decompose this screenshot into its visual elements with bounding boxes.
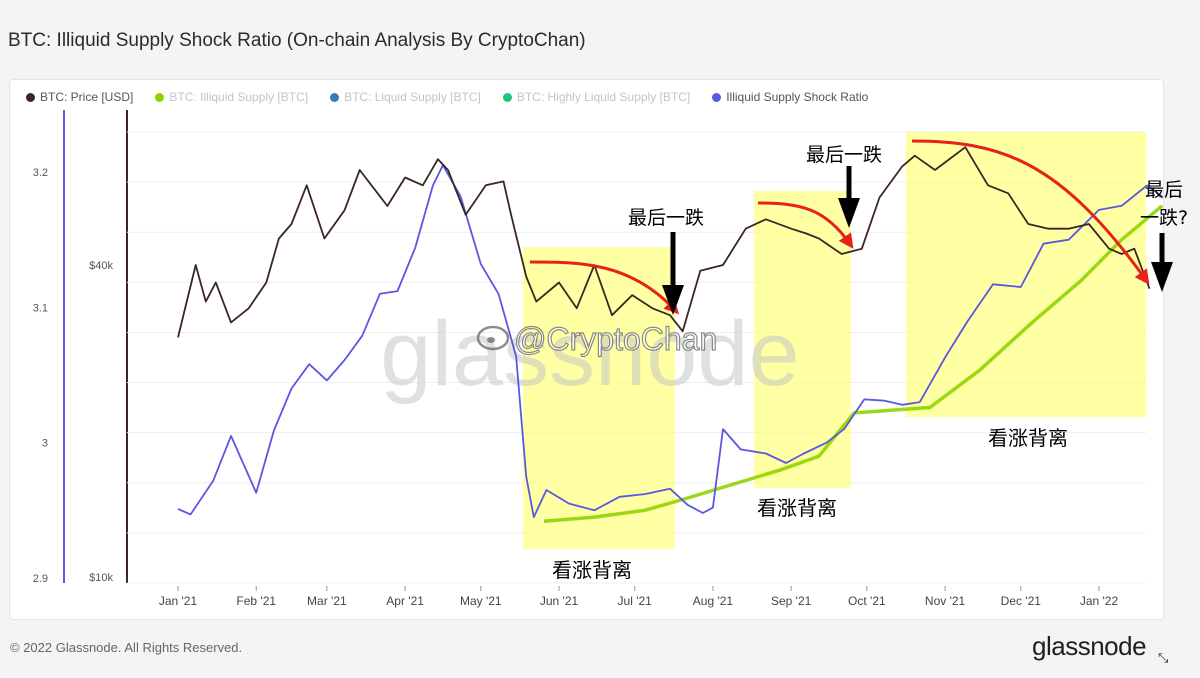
red-trend-3 <box>911 139 1150 285</box>
legend: BTC: Price [USD] BTC: Illiquid Supply [B… <box>26 90 868 104</box>
legend-dot-price <box>26 92 35 102</box>
legend-dot-shock-ratio <box>712 92 722 102</box>
annotation-last-drop-q-line2: 一跌? <box>1140 207 1188 229</box>
watermark: glassnode <box>380 303 799 405</box>
legend-label-shock-ratio: Illiquid Supply Shock Ratio <box>726 90 869 104</box>
weibo-icon <box>476 325 510 351</box>
x-tick-label: Oct '21 <box>848 594 886 608</box>
ratio-tick-label: 3 <box>42 438 48 450</box>
weibo-eye-icon <box>487 337 495 343</box>
x-tick-label: Nov '21 <box>925 594 966 608</box>
red-trend-2 <box>757 201 854 249</box>
highlight-box-1 <box>523 247 675 549</box>
x-tick-label: Feb '21 <box>236 594 276 608</box>
x-tick-label: Jun '21 <box>540 594 579 608</box>
annotation-bullish-divergence-1: 看涨背离 <box>552 558 632 582</box>
brand-logo: glassnode <box>1032 631 1147 661</box>
x-tick-label: Apr '21 <box>386 594 424 608</box>
collapse-arrows-icon[interactable]: ⤡ <box>1158 650 1169 665</box>
axes: 3.2 3.1 3 2.9 $40k $10k Jan '21 Feb '21 Mar '21 A… <box>33 167 1119 608</box>
legend-item-highly-liquid-supply[interactable]: BTC: Highly Liquid Supply [BTC] <box>502 90 691 104</box>
page-title: BTC: Illiquid Supply Shock Ratio (On-cha… <box>8 30 586 51</box>
legend-item-illiquid-supply[interactable]: BTC: Illiquid Supply [BTC] <box>155 90 308 104</box>
legend-item-liquid-supply[interactable]: BTC: Liquid Supply [BTC] <box>330 90 481 104</box>
legend-item-shock-ratio[interactable]: Illiquid Supply Shock Ratio <box>712 90 868 104</box>
x-tick-label: May '21 <box>460 594 502 608</box>
black-arrow-2 <box>838 166 860 228</box>
annotation-last-drop-q-line1: 最后 <box>1145 179 1183 201</box>
x-tick-label: Jan '22 <box>1080 594 1119 608</box>
legend-dot-illiquid-supply <box>155 92 165 102</box>
legend-item-price[interactable]: BTC: Price [USD] <box>26 90 133 104</box>
weibo-handle: @CryptoChan <box>514 321 717 357</box>
x-tick-label: Jan '21 <box>159 594 198 608</box>
price-tick-label: $10k <box>89 572 113 584</box>
shock-ratio-line <box>177 164 1163 518</box>
price-tick-label: $40k <box>89 260 113 272</box>
weibo-watermark: @CryptoChan <box>476 320 718 358</box>
legend-label-price: BTC: Price [USD] <box>40 90 134 104</box>
annotation-bullish-divergence-2: 看涨背离 <box>757 496 837 520</box>
annotation-bullish-divergence-3: 看涨背离 <box>988 426 1068 450</box>
price-line <box>177 146 1151 338</box>
highlight-box-3 <box>906 132 1146 417</box>
black-arrow-3 <box>1151 233 1173 292</box>
x-tick-label: Dec '21 <box>1001 594 1042 608</box>
x-tick-label: Aug '21 <box>693 594 734 608</box>
ratio-tick-label: 2.9 <box>33 573 48 585</box>
black-arrow-1 <box>662 232 684 315</box>
ratio-tick-label: 3.1 <box>33 302 48 314</box>
x-tick-label: Mar '21 <box>307 594 347 608</box>
legend-label-illiquid-supply: BTC: Illiquid Supply [BTC] <box>169 90 309 104</box>
x-tick-label: Jul '21 <box>618 594 653 608</box>
annotation-last-drop-2: 最后一跌 <box>806 144 882 166</box>
copyright-footer: © 2022 Glassnode. All Rights Reserved. <box>10 640 243 655</box>
legend-dot-highly-liquid-supply <box>502 92 512 102</box>
red-trend-1 <box>529 260 680 315</box>
series-layer <box>177 146 1164 523</box>
ratio-tick-label: 3.2 <box>33 167 48 179</box>
legend-label-liquid-supply: BTC: Liquid Supply [BTC] <box>344 90 481 104</box>
legend-dot-liquid-supply <box>330 92 340 102</box>
annotation-last-drop-1: 最后一跌 <box>628 207 704 229</box>
x-tick-label: Sep '21 <box>771 594 812 608</box>
legend-label-highly-liquid-supply: BTC: Highly Liquid Supply [BTC] <box>516 90 691 104</box>
